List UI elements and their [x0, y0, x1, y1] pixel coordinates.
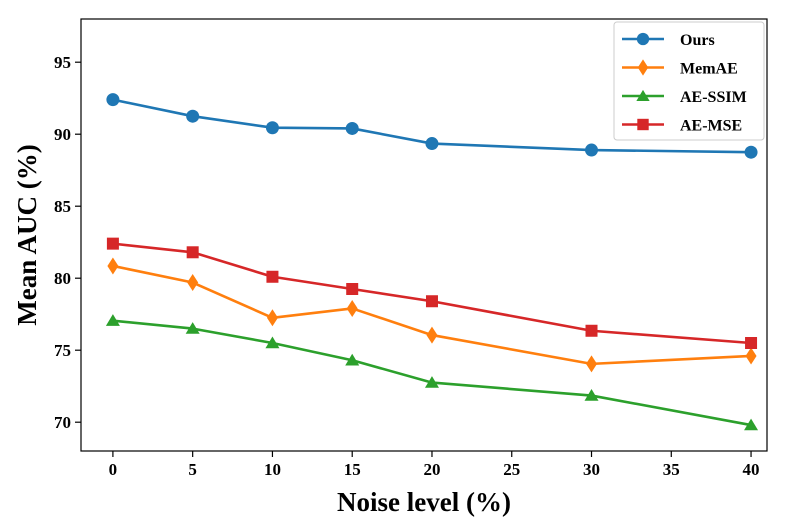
- y-tick-label: 85: [54, 197, 71, 216]
- series-memae: [107, 257, 757, 373]
- data-point-ours: [425, 137, 439, 151]
- data-point-ae-ssim: [584, 389, 599, 401]
- legend-label-ours: Ours: [680, 32, 715, 49]
- x-tick-label: 30: [583, 460, 600, 479]
- series-line-memae: [112, 264, 752, 366]
- data-point-memae: [266, 309, 278, 327]
- data-point-memae: [346, 299, 358, 317]
- x-tick-label: 40: [743, 460, 760, 479]
- data-point-memae: [426, 326, 438, 344]
- data-point-ae-mse: [266, 270, 279, 283]
- data-point-ours: [585, 143, 599, 157]
- legend-marker-ae-ssim: [636, 89, 650, 101]
- series-ae-mse: [106, 237, 758, 349]
- data-point-ae-ssim: [424, 376, 439, 388]
- data-point-ae-ssim: [345, 353, 360, 366]
- x-axis-title: Noise level (%): [337, 487, 511, 517]
- x-tick-label: 25: [503, 460, 520, 479]
- y-tick-label: 75: [54, 341, 71, 360]
- y-tick-label: 95: [54, 53, 71, 72]
- x-tick-label: 5: [188, 460, 197, 479]
- data-point-memae: [107, 257, 119, 275]
- plot-frame: [80, 18, 768, 452]
- data-point-ae-mse: [186, 246, 199, 259]
- series-ours: [106, 93, 758, 159]
- data-point-ae-mse: [425, 295, 438, 308]
- series-ae-ssim: [105, 314, 759, 431]
- y-tick-label: 70: [54, 413, 71, 432]
- data-point-ae-ssim: [185, 322, 200, 334]
- x-tick-label: 10: [264, 460, 281, 479]
- legend-marker-ours: [636, 32, 650, 46]
- data-point-memae: [586, 355, 598, 373]
- data-point-ours: [265, 121, 279, 135]
- legend: Ours MemAE AE-SSIM AE-MSE: [613, 21, 765, 141]
- data-point-memae: [187, 274, 199, 292]
- x-tick-label: 15: [344, 460, 361, 479]
- data-point-ae-ssim: [105, 314, 120, 326]
- legend-label-ae-mse: AE-MSE: [680, 118, 742, 135]
- x-tick-label: 20: [423, 460, 440, 479]
- series-layer: [105, 93, 759, 431]
- data-point-ae-ssim: [744, 418, 759, 431]
- legend-label-ae-ssim: AE-SSIM: [680, 89, 747, 106]
- data-point-ours: [186, 109, 200, 123]
- x-tick-label: 0: [109, 460, 118, 479]
- data-point-ae-mse: [346, 283, 359, 295]
- data-point-ours: [345, 121, 359, 135]
- y-axis: 70 75 80 85 90 95: [54, 53, 81, 432]
- data-point-ae-mse: [585, 324, 598, 337]
- legend-marker-memae: [637, 59, 649, 76]
- y-tick-label: 90: [54, 125, 71, 144]
- x-tick-label: 35: [663, 460, 680, 479]
- legend-marker-ae-mse: [637, 118, 649, 131]
- legend-label-memae: MemAE: [680, 61, 738, 78]
- y-tick-label: 80: [54, 269, 71, 288]
- legend-box: [613, 21, 765, 141]
- data-point-ours: [744, 145, 758, 159]
- x-axis: 0 5 10 15 20 25 30 35 40: [109, 451, 760, 479]
- data-point-ae-ssim: [265, 336, 280, 349]
- data-point-ae-mse: [745, 337, 758, 349]
- data-point-memae: [745, 347, 757, 365]
- data-point-ae-mse: [106, 237, 119, 250]
- data-point-ours: [106, 93, 120, 107]
- y-axis-title: Mean AUC (%): [12, 144, 42, 325]
